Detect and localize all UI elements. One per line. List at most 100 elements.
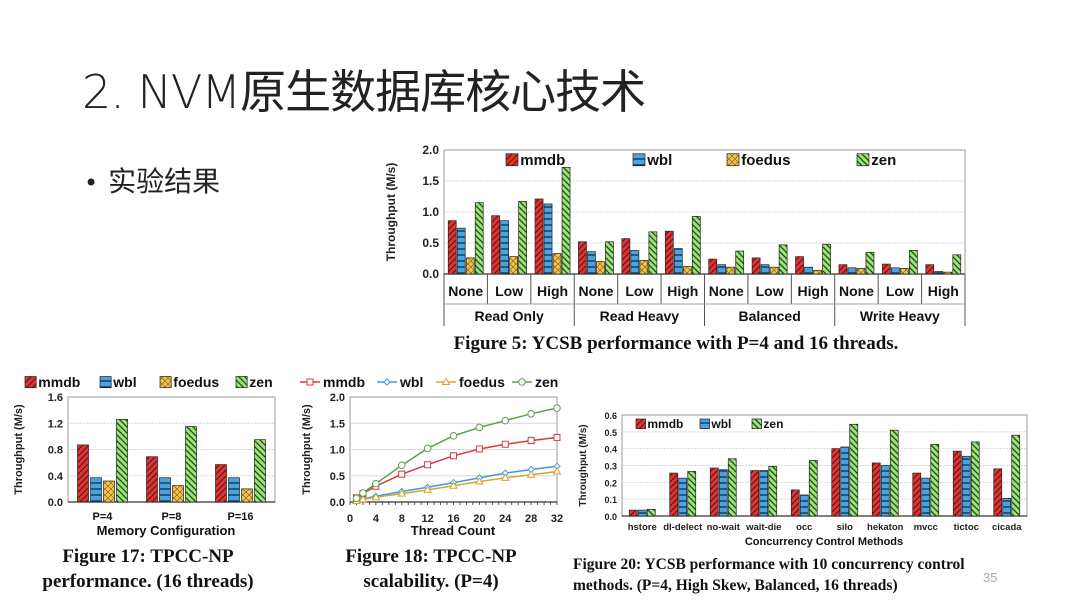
bar-foedus [465,257,475,275]
bar-foedus [103,480,115,503]
x-category-label: hstore [628,522,657,533]
legend-swatch-foedus [726,153,740,167]
bar-zen [849,423,859,517]
data-point-zen [501,416,510,425]
bar-mmdb [790,489,800,517]
legend-label-wbl: wbl [646,152,672,169]
x-category-label: High [928,283,959,299]
bar-wbl [543,203,553,275]
bar-wbl [934,271,944,275]
y-tick-label: 0.5 [330,471,345,483]
page-number: 35 [983,570,998,585]
data-point-mmdb [553,433,561,441]
bar-wbl [799,494,809,517]
legend-label-wbl: wbl [710,417,731,431]
bar-zen [735,250,745,275]
bar-foedus [813,269,822,275]
bar-wbl [759,470,769,517]
x-axis-label: Concurrency Control Methods [745,536,903,548]
bar-wbl [891,267,900,275]
figure-caption-line: Figure 20: YCSB performance with 10 conc… [573,556,965,573]
data-point-foedus [500,473,510,481]
bullet-text: 实验结果 [108,165,221,198]
figure-caption-line: Figure 17: TPCC-NP [62,546,234,567]
bullet-dot-icon: • [84,169,99,197]
data-point-foedus [371,492,381,501]
y-axis-label: Throughput (M/s) [301,404,313,495]
bar-mmdb [534,198,544,275]
data-point-mmdb [424,461,432,469]
y-tick-label: 0.5 [604,428,617,438]
x-tick-label: 0 [347,513,353,525]
x-category-label: tictoc [954,522,979,533]
bar-foedus [241,488,253,503]
data-point-zen [359,489,367,497]
y-tick-label: 1.6 [48,392,63,404]
bar-mmdb [621,238,631,275]
x-tick-label: 16 [447,513,459,525]
bar-mmdb [709,467,719,517]
bar-mmdb [751,257,761,275]
data-point-zen [475,423,484,432]
figure-caption-line: performance. (16 threads) [42,571,253,592]
bar-zen [687,471,697,517]
bar-mmdb [215,464,227,503]
x-category-label: Low [495,283,523,299]
fig18-chart: 0.0 0.5 1.0 1.5 2.0 0 4 8 12 16 20 24 28 32 Thread Cou… [300,374,563,592]
y-tick-label: 0.6 [604,411,617,421]
data-point-mmdb [398,470,406,478]
x-category-label: hekaton [867,522,904,533]
bar-zen [518,201,527,275]
data-point-foedus [552,467,562,475]
bar-mmdb [882,263,891,275]
y-tick-label: 0.4 [48,471,64,483]
data-point-foedus [475,477,484,485]
bar-wbl [678,477,688,517]
legend-swatch-foedus [159,376,172,389]
legend-label-zen: zen [249,374,272,390]
bar-zen [768,465,778,517]
bar-zen [952,254,962,275]
data-point-foedus [526,470,536,478]
legend-label-mmdb: mmdb [647,417,683,431]
x-category-label: P=8 [162,511,182,523]
y-tick-label: 0.0 [604,512,617,522]
y-axis-label: Throughput (M/s) [13,404,25,495]
fig17-chart: 0.0 0.4 0.8 1.2 1.6 Throughput (M/s) mmdb wbl fo… [13,374,276,592]
x-group-label: Write Heavy [860,308,940,324]
legend-label-mmdb: mmdb [520,152,565,169]
bar-zen [691,215,701,275]
bar-foedus [596,261,605,275]
x-category-label: P=4 [93,511,114,523]
x-category-label: mvcc [914,522,938,533]
legend-marker-wbl [383,378,391,386]
bar-mmdb [912,472,922,517]
bar-mmdb [838,264,848,275]
bar-zen [822,243,831,275]
legend-label-wbl: wbl [399,374,423,390]
y-axis-label: Throughput (M/s) [578,424,589,506]
legend-swatch-mmdb [24,376,37,389]
legend-label-mmdb: mmdb [323,374,365,390]
bar-zen [648,231,658,275]
bar-wbl [500,220,509,275]
series-line-wbl [356,465,558,502]
bar-wbl [718,469,728,517]
bar-wbl [847,267,857,275]
bar-foedus [682,266,692,275]
fig20-chart: 0.0 0.1 0.2 0.3 0.4 0.5 0.6 Throughput (M/s) mmd… [573,411,1028,594]
figure-caption-line: scalability. (P=4) [363,571,498,592]
bar-zen [865,251,875,275]
data-point-zen [553,404,561,412]
bar-wbl [90,477,102,503]
legend-label-zen: zen [763,417,783,431]
x-category-label: cicada [992,522,1022,533]
x-category-label: Low [756,283,784,299]
y-tick-label: 0.3 [604,462,617,472]
x-category-label: Low [625,283,653,299]
series-line-foedus [356,470,558,502]
legend-swatch-wbl [699,418,710,429]
x-category-label: occ [796,522,812,533]
bar-mmdb [578,241,587,275]
